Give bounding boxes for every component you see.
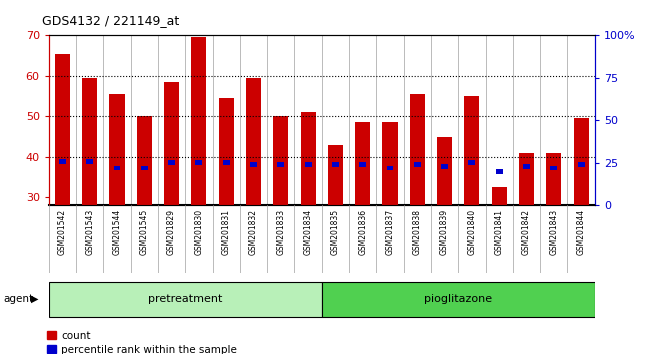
Bar bbox=[491, 187, 507, 205]
Bar bbox=[441, 164, 448, 169]
Text: GSM201837: GSM201837 bbox=[385, 209, 395, 255]
Bar bbox=[141, 166, 148, 170]
Bar bbox=[55, 53, 70, 205]
Text: GSM201841: GSM201841 bbox=[495, 209, 504, 255]
Bar bbox=[250, 162, 257, 167]
Bar bbox=[359, 162, 366, 167]
Text: GSM201543: GSM201543 bbox=[85, 209, 94, 255]
Text: GSM201840: GSM201840 bbox=[467, 209, 476, 255]
Bar bbox=[218, 98, 234, 205]
Bar bbox=[246, 78, 261, 205]
Text: GSM201829: GSM201829 bbox=[167, 209, 176, 255]
Bar bbox=[437, 137, 452, 205]
Bar bbox=[410, 94, 425, 205]
Bar bbox=[578, 162, 584, 167]
Bar bbox=[114, 166, 120, 170]
Text: GSM201842: GSM201842 bbox=[522, 209, 531, 255]
Bar bbox=[414, 162, 421, 167]
Text: GSM201542: GSM201542 bbox=[58, 209, 67, 255]
Bar bbox=[573, 118, 589, 205]
Bar bbox=[300, 112, 316, 205]
Bar bbox=[382, 122, 398, 205]
Bar bbox=[464, 96, 480, 205]
Bar bbox=[387, 166, 393, 170]
Text: GSM201839: GSM201839 bbox=[440, 209, 449, 255]
Legend: count, percentile rank within the sample: count, percentile rank within the sample bbox=[47, 331, 237, 354]
Bar bbox=[136, 116, 152, 205]
Bar bbox=[355, 122, 370, 205]
Bar bbox=[59, 159, 66, 164]
Text: GSM201836: GSM201836 bbox=[358, 209, 367, 255]
Text: GSM201843: GSM201843 bbox=[549, 209, 558, 255]
Text: GSM201844: GSM201844 bbox=[577, 209, 586, 255]
Text: ▶: ▶ bbox=[31, 294, 39, 304]
Bar bbox=[164, 82, 179, 205]
Text: GSM201834: GSM201834 bbox=[304, 209, 313, 255]
Bar bbox=[551, 166, 557, 170]
Bar bbox=[469, 160, 475, 165]
Bar bbox=[496, 169, 502, 174]
Bar bbox=[223, 160, 229, 165]
FancyBboxPatch shape bbox=[322, 282, 595, 317]
Bar bbox=[546, 153, 562, 205]
Bar bbox=[519, 153, 534, 205]
Text: pioglitazone: pioglitazone bbox=[424, 294, 492, 304]
Bar bbox=[305, 162, 311, 167]
Text: GSM201832: GSM201832 bbox=[249, 209, 258, 255]
Text: GSM201833: GSM201833 bbox=[276, 209, 285, 255]
Text: GSM201838: GSM201838 bbox=[413, 209, 422, 255]
Bar bbox=[332, 162, 339, 167]
Bar bbox=[86, 159, 93, 164]
Bar bbox=[273, 116, 289, 205]
Bar bbox=[82, 78, 98, 205]
Bar bbox=[328, 145, 343, 205]
Text: GSM201545: GSM201545 bbox=[140, 209, 149, 255]
Text: GDS4132 / 221149_at: GDS4132 / 221149_at bbox=[42, 14, 179, 27]
Text: GSM201831: GSM201831 bbox=[222, 209, 231, 255]
Text: pretreatment: pretreatment bbox=[148, 294, 222, 304]
Bar bbox=[523, 164, 530, 169]
Bar bbox=[196, 160, 202, 165]
Bar bbox=[168, 160, 175, 165]
Bar bbox=[191, 38, 207, 205]
Text: agent: agent bbox=[3, 294, 33, 304]
Text: GSM201830: GSM201830 bbox=[194, 209, 203, 255]
Text: GSM201835: GSM201835 bbox=[331, 209, 340, 255]
Bar bbox=[278, 162, 284, 167]
FancyBboxPatch shape bbox=[49, 282, 322, 317]
Text: GSM201544: GSM201544 bbox=[112, 209, 122, 255]
Bar bbox=[109, 94, 125, 205]
